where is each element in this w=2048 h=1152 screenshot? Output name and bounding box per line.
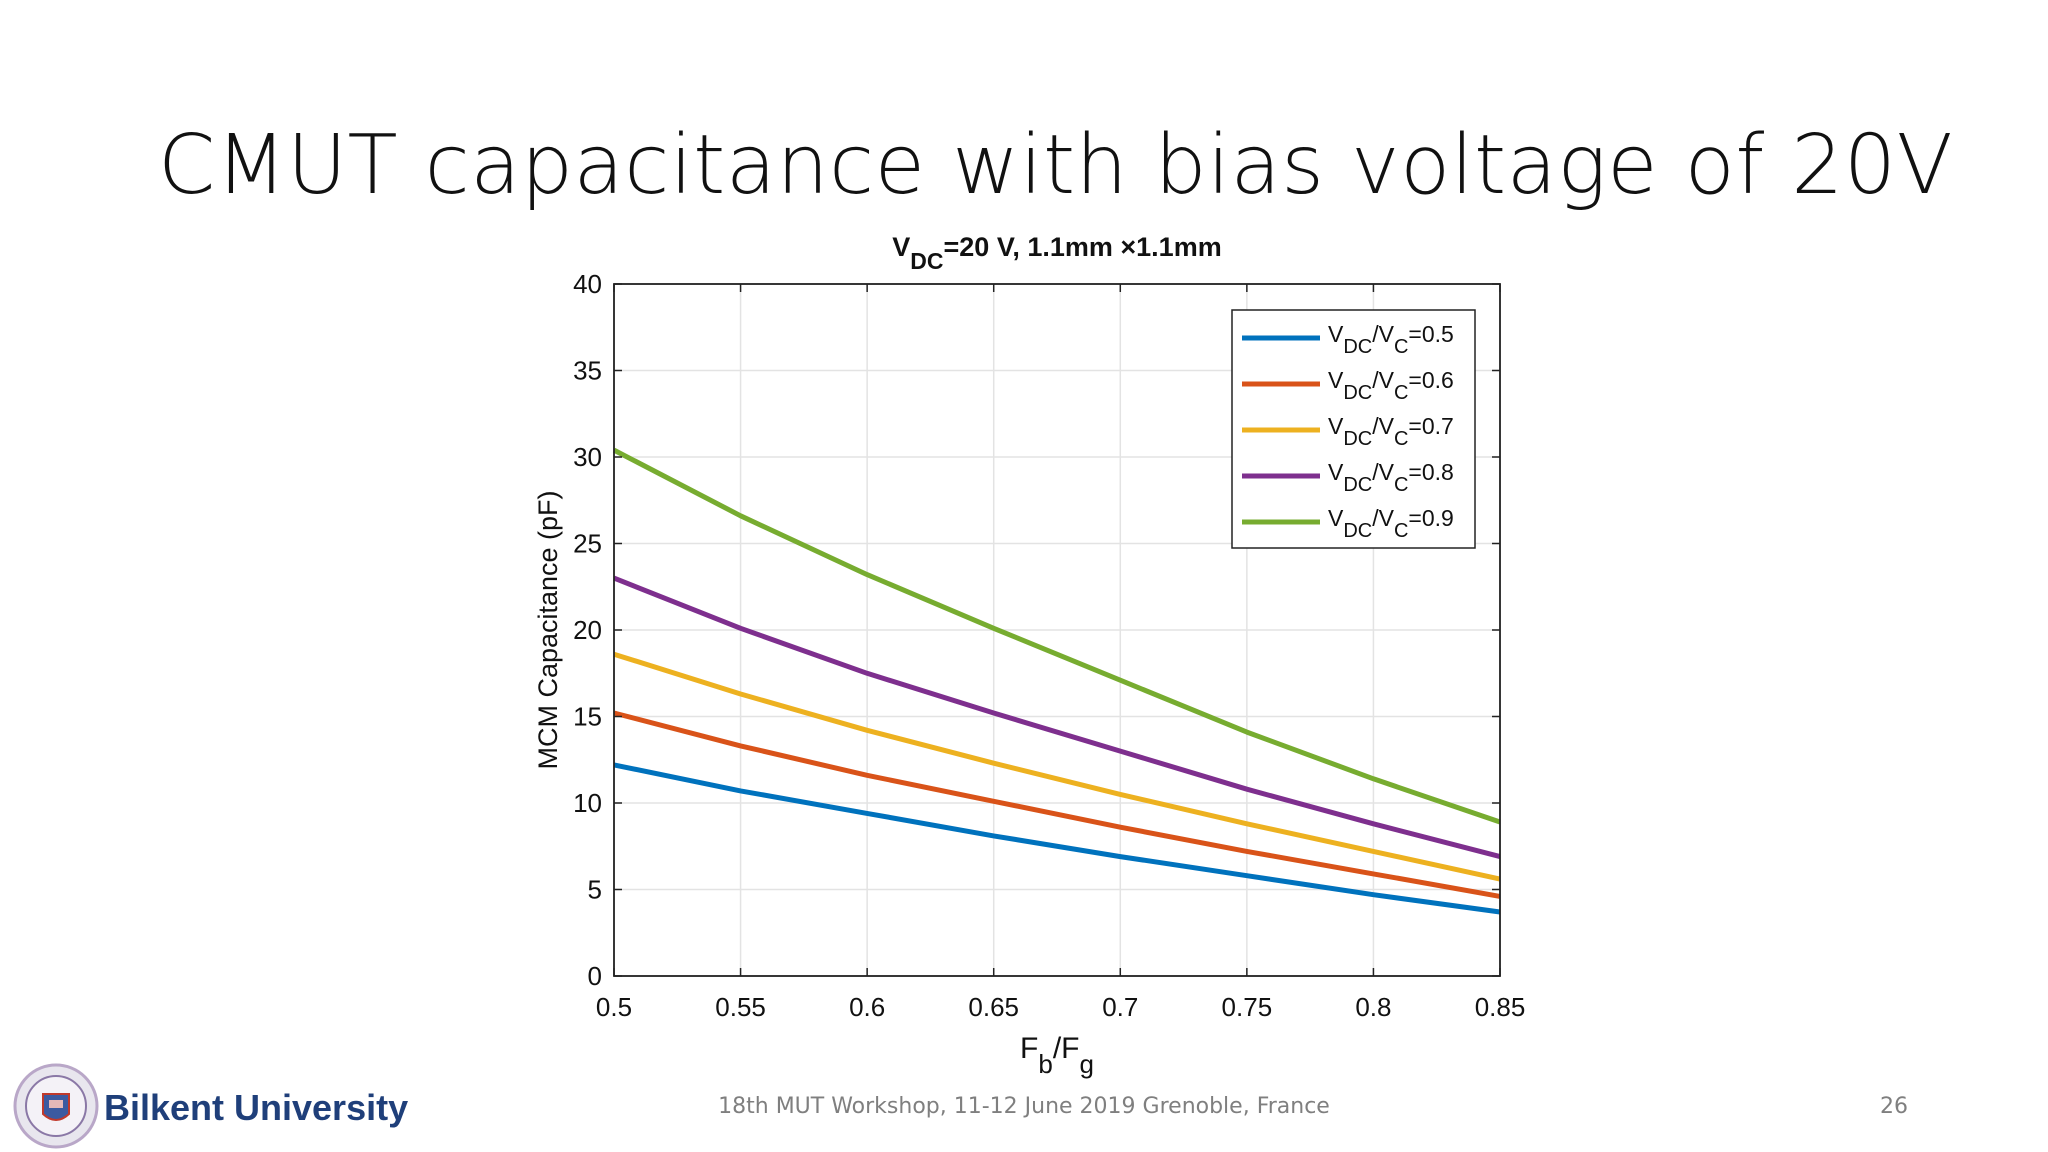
logo-text: Bilkent University xyxy=(104,1087,409,1128)
slide-title: CMUT capacitance with bias voltage of 20… xyxy=(158,118,1954,213)
y-tick-label: 5 xyxy=(588,875,602,905)
x-tick-label: 0.5 xyxy=(596,992,632,1022)
y-tick-label: 35 xyxy=(573,356,602,386)
x-tick-label: 0.75 xyxy=(1222,992,1273,1022)
y-tick-label: 25 xyxy=(573,529,602,559)
page-number: 26 xyxy=(1880,1094,1908,1119)
legend-label-1: VDC/VC=0.5 xyxy=(1328,321,1454,358)
x-tick-label: 0.6 xyxy=(849,992,885,1022)
y-tick-label: 20 xyxy=(573,615,602,645)
x-tick-label: 0.55 xyxy=(715,992,766,1022)
series-line-2 xyxy=(613,710,1501,899)
x-axis-label: Fb/Fg xyxy=(1020,1032,1094,1079)
legend: VDC/VC=0.5 VDC/VC=0.6 VDC/VC=0.7 VDC/VC=0.8… xyxy=(1231,309,1476,549)
footer-text: 18th MUT Workshop, 11-12 June 2019 Greno… xyxy=(718,1094,1330,1119)
legend-label-5: VDC/VC=0.9 xyxy=(1328,505,1454,542)
y-axis-label: MCM Capacitance (pF) xyxy=(533,490,563,769)
series-line-5 xyxy=(612,447,1501,825)
y-tick-label: 0 xyxy=(588,961,602,991)
legend-label-3: VDC/VC=0.7 xyxy=(1328,413,1454,450)
y-tick-label: 40 xyxy=(573,269,602,299)
legend-label-4: VDC/VC=0.8 xyxy=(1328,459,1454,496)
x-tick-label: 0.7 xyxy=(1102,992,1138,1022)
y-tick-label: 30 xyxy=(573,442,602,472)
legend-label-2: VDC/VC=0.6 xyxy=(1328,367,1454,404)
x-tick-label: 0.85 xyxy=(1475,992,1526,1022)
y-tick-label: 15 xyxy=(573,702,602,732)
series-line-1 xyxy=(613,762,1501,915)
x-tick-label: 0.65 xyxy=(968,992,1019,1022)
series-line-3 xyxy=(613,651,1501,882)
chart-title: VDC=20 V, 1.1mm ×1.1mm xyxy=(892,232,1221,274)
bilkent-seal-icon xyxy=(13,1063,99,1149)
x-tick-label: 0.8 xyxy=(1355,992,1391,1022)
series-line-4 xyxy=(613,575,1501,860)
y-tick-label: 10 xyxy=(573,788,602,818)
